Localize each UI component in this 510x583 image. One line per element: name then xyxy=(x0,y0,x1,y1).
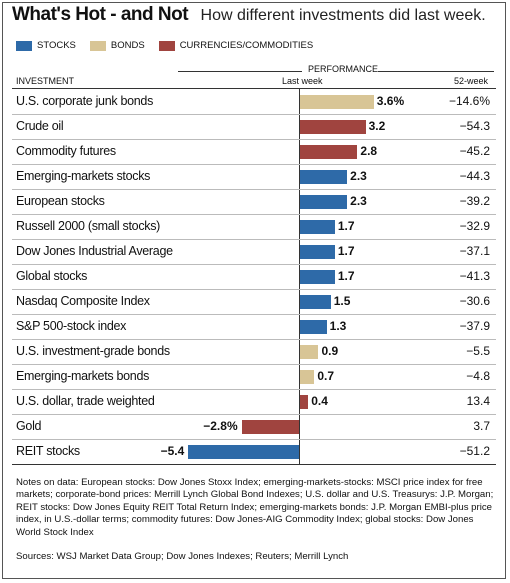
row-separator xyxy=(12,339,496,340)
row-separator xyxy=(12,139,496,140)
bar xyxy=(300,369,315,384)
bar-value-label: 1.7 xyxy=(337,268,355,283)
bar xyxy=(300,269,335,284)
legend-swatch-bonds xyxy=(89,40,106,51)
week52-value: −4.8 xyxy=(466,368,490,383)
legend-label-stocks: STOCKS xyxy=(37,40,76,51)
notes: Notes on data: European stocks: Dow Jone… xyxy=(16,477,494,538)
bar-value-label: 0.7 xyxy=(317,368,335,383)
legend-swatch-stocks xyxy=(16,40,32,51)
bar-value-label: 1.7 xyxy=(337,218,355,233)
row-separator xyxy=(12,189,496,190)
week52-value: −37.1 xyxy=(459,243,490,258)
row-separator xyxy=(12,114,496,115)
bar xyxy=(300,194,348,209)
week52-value: −45.2 xyxy=(459,143,490,158)
legend-label-bonds: BONDS xyxy=(110,40,145,51)
bar-value-label: 1.7 xyxy=(337,243,355,258)
bar xyxy=(188,444,299,459)
row-separator xyxy=(12,439,496,440)
row-label: Emerging-markets bonds xyxy=(16,368,150,383)
week52-value: 3.7 xyxy=(473,418,490,433)
bar xyxy=(300,319,327,334)
row-label: Commodity futures xyxy=(16,143,116,158)
legend: STOCKS BONDS CURRENCIES/COMMODITIES xyxy=(16,40,327,51)
week52-value: −37.9 xyxy=(459,318,490,333)
sources: Sources: WSJ Market Data Group; Dow Jone… xyxy=(16,551,349,562)
row-label: REIT stocks xyxy=(16,443,80,458)
row-label: European stocks xyxy=(16,193,105,208)
row-separator xyxy=(12,214,496,215)
week52-value: −41.3 xyxy=(459,268,490,283)
legend-swatch-currencies xyxy=(158,40,175,51)
bar-value-label: 2.8 xyxy=(360,143,378,158)
row-separator xyxy=(12,264,496,265)
week52-value: −51.2 xyxy=(459,443,490,458)
investment-header: INVESTMENT xyxy=(16,76,75,86)
bar xyxy=(300,394,309,409)
bar-value-label: 0.9 xyxy=(321,343,339,358)
week52-header: 52-week xyxy=(453,76,488,86)
bar-value-label: 0.4 xyxy=(311,393,328,408)
row-label: S&P 500-stock index xyxy=(16,318,127,333)
last-week-header: Last week xyxy=(282,76,323,86)
row-separator xyxy=(12,364,496,365)
row-label: Dow Jones Industrial Average xyxy=(16,243,173,258)
performance-header: PERFORMANCE xyxy=(308,64,379,74)
bar xyxy=(300,169,348,184)
bar xyxy=(300,144,358,159)
bar xyxy=(300,94,374,109)
bar-value-label: 1.3 xyxy=(329,318,347,333)
bar-value-label: 3.2 xyxy=(368,118,386,133)
row-separator xyxy=(12,239,496,240)
performance-header-rule xyxy=(178,71,302,72)
chart-frame xyxy=(2,2,506,579)
row-label: Global stocks xyxy=(16,268,88,283)
row-label: U.S. dollar, trade weighted xyxy=(16,393,155,408)
performance-header-rule-right xyxy=(378,71,494,72)
chart-title: What's Hot - and Not xyxy=(12,4,189,25)
legend-item-bonds: BONDS xyxy=(89,40,145,51)
bar-value-label: 3.6% xyxy=(376,93,405,108)
row-separator xyxy=(12,314,496,315)
week52-value: −32.9 xyxy=(459,218,490,233)
chart-subtitle: How different investments did last week. xyxy=(200,7,486,24)
header-rule xyxy=(12,88,496,89)
row-label: U.S. investment-grade bonds xyxy=(16,343,170,358)
row-label: Nasdaq Composite Index xyxy=(16,293,150,308)
row-separator xyxy=(12,414,496,415)
row-label: Gold xyxy=(16,418,42,433)
bar xyxy=(300,244,335,259)
row-separator xyxy=(12,289,496,290)
week52-value: −30.6 xyxy=(459,293,490,308)
row-label: U.S. corporate junk bonds xyxy=(16,93,154,108)
week52-value: −44.3 xyxy=(459,168,490,183)
row-label: Emerging-markets stocks xyxy=(16,168,151,183)
week52-value: −5.5 xyxy=(466,343,490,358)
row-separator xyxy=(12,389,496,390)
row-label: Crude oil xyxy=(16,118,64,133)
title-row: What's Hot - and Not How different inves… xyxy=(12,4,486,26)
bar xyxy=(300,119,366,134)
week52-value: −14.6% xyxy=(448,93,490,108)
bar-value-label: 2.3 xyxy=(350,168,367,183)
week52-value: −39.2 xyxy=(459,193,490,208)
row-separator xyxy=(12,464,496,465)
bar-value-label: −5.4 xyxy=(160,443,185,458)
legend-label-currencies: CURRENCIES/COMMODITIES xyxy=(179,40,314,51)
week52-value: −54.3 xyxy=(459,118,490,133)
row-label: Russell 2000 (small stocks) xyxy=(16,218,161,233)
bar-value-label: 1.5 xyxy=(333,293,351,308)
bar xyxy=(241,419,299,434)
bar-value-label: −2.8% xyxy=(203,418,238,433)
bar-value-label: 2.3 xyxy=(350,193,367,208)
legend-item-currencies: CURRENCIES/COMMODITIES xyxy=(158,40,314,51)
bar xyxy=(300,294,331,309)
week52-value: 13.4 xyxy=(466,393,490,408)
legend-item-stocks: STOCKS xyxy=(16,40,76,51)
bar xyxy=(300,344,319,359)
bar xyxy=(300,219,335,234)
row-separator xyxy=(12,164,496,165)
zero-axis xyxy=(299,89,300,464)
